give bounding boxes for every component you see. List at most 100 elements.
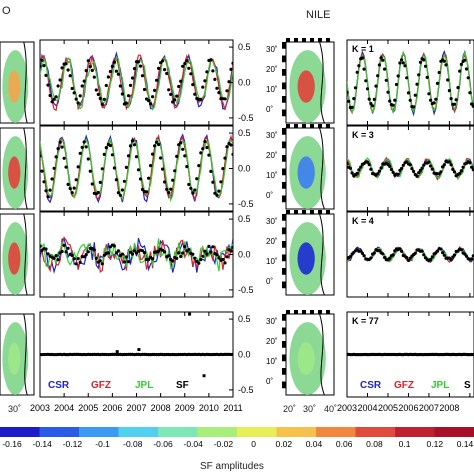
sf-point: [128, 83, 133, 87]
map-anomaly: [8, 70, 21, 103]
sf-point: [66, 68, 70, 72]
sf-point: [120, 252, 124, 256]
colorbar-tick-label: -0.08: [123, 439, 143, 449]
map-graticule: [326, 124, 330, 128]
sf-point: [400, 166, 404, 171]
k-label: K = 3: [352, 130, 374, 140]
sf-point: [209, 250, 213, 254]
sf-point: [42, 64, 46, 68]
sf-point: [149, 164, 153, 168]
sf-point: [134, 155, 139, 159]
sf-point: [163, 180, 167, 184]
map-anomaly: [297, 342, 315, 375]
sf-point: [187, 248, 191, 252]
map-graticule: [282, 354, 286, 362]
sf-point: [108, 69, 112, 74]
sf-point: [153, 88, 157, 92]
sf-point: [432, 101, 436, 105]
colorbar-cell: [29, 427, 40, 437]
x-tick-label: 2005: [378, 403, 398, 413]
sf-point: [408, 98, 412, 102]
colorbar-cell: [296, 427, 307, 437]
map-lat-label: 20˚: [266, 237, 278, 246]
map-graticule: [318, 124, 322, 128]
sf-point: [381, 252, 385, 256]
sf-point: [459, 248, 463, 252]
sf-point: [40, 58, 44, 62]
map-graticule: [282, 227, 286, 235]
sf-point: [68, 74, 72, 78]
sf-point: [100, 102, 104, 106]
map-graticule: [318, 310, 322, 314]
colorbar-tick-label: -0.04: [184, 439, 204, 449]
sf-point: [367, 163, 371, 167]
sf-point: [106, 75, 110, 79]
colorbar-cell: [355, 427, 366, 437]
colorbar-cell: [444, 427, 455, 437]
sf-point: [388, 164, 392, 168]
sf-point: [122, 179, 126, 183]
sf-point: [56, 147, 60, 151]
map-graticule: [286, 310, 290, 314]
colorbar-cell: [69, 427, 80, 437]
sf-point: [205, 145, 209, 150]
sf-point: [452, 253, 457, 257]
right-map-lon-40: 40˚: [324, 404, 337, 414]
sf-point: [231, 152, 233, 156]
colorbar-cell: [266, 427, 277, 437]
map-lat-label: 20˚: [266, 65, 278, 74]
sf-point: [417, 73, 421, 77]
sf-point: [114, 178, 118, 182]
sf-point: [377, 63, 381, 67]
map-graticule: [282, 82, 286, 90]
colorbar-tick-label: -0.12: [63, 439, 83, 449]
map-lat-label: 20˚: [266, 151, 278, 160]
right-legend-sf: S: [464, 380, 471, 391]
sf-point: [400, 58, 404, 62]
sf-point: [124, 101, 128, 105]
sf-point: [76, 101, 80, 105]
map-graticule: [286, 210, 290, 214]
x-tick-label: 2009: [175, 403, 195, 413]
sf-point: [215, 86, 219, 90]
map-graticule: [294, 310, 298, 314]
sf-point: [203, 140, 207, 144]
sf-point: [449, 97, 453, 101]
map-graticule: [286, 124, 290, 128]
sf-point: [367, 97, 371, 101]
y-tick-label: 0.5: [238, 314, 251, 324]
sf-point: [118, 84, 122, 88]
map-lat-label: 10˚: [266, 85, 278, 94]
sf-point: [360, 251, 364, 255]
sf-point: [221, 257, 225, 262]
x-tick-label: 2004: [357, 403, 377, 413]
colorbar-cell: [19, 427, 31, 437]
sf-point: [151, 152, 155, 156]
sf-point: [110, 153, 114, 157]
sf-point: [102, 253, 106, 257]
sf-point: [163, 250, 167, 254]
map-graticule: [282, 268, 286, 275]
sf-point: [225, 255, 229, 259]
map-graticule: [318, 38, 322, 42]
panel-right-row-2: K = 3: [346, 125, 474, 212]
colorbar-cell: [167, 427, 179, 437]
map-lat-label: 0˚: [266, 105, 273, 114]
sf-point: [442, 253, 446, 257]
sf-point: [203, 79, 207, 83]
sf-point: [124, 255, 128, 259]
sf-point: [456, 86, 460, 90]
colorbar-cell: [345, 427, 356, 437]
sf-point: [422, 163, 426, 167]
colorbar-cell: [79, 427, 90, 437]
k-label: K = 4: [352, 216, 374, 226]
coastline: [23, 313, 28, 396]
sf-point: [211, 180, 215, 184]
sf-point: [197, 164, 201, 168]
sf-point: [396, 172, 400, 176]
map-graticule: [282, 109, 286, 117]
sf-point: [383, 255, 387, 260]
sf-point: [48, 188, 52, 192]
sf-point: [147, 257, 151, 262]
sf-point: [124, 165, 128, 169]
